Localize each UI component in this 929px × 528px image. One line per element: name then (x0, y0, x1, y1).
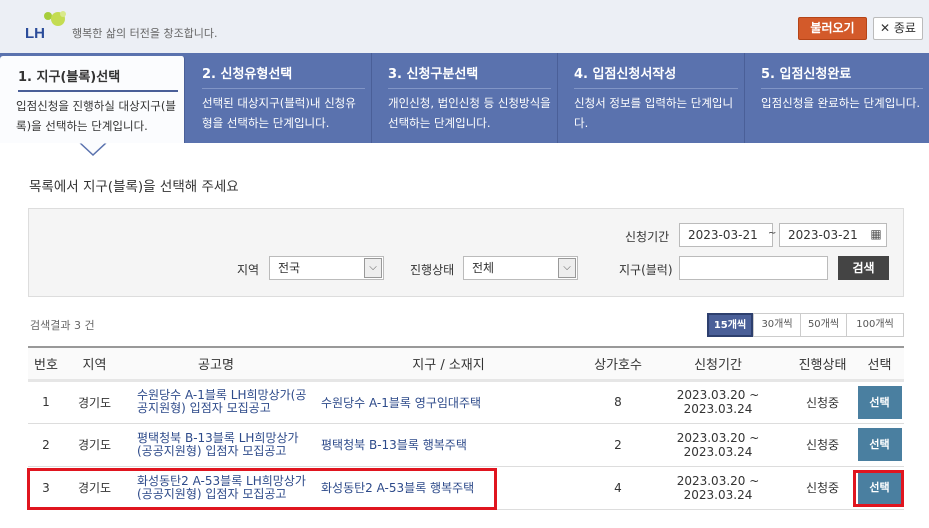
row-title-link[interactable]: 평택청북 B-13블록 LH희망상가(공공지원형) 입점자 모집공고 (125, 423, 307, 467)
row-address: 평택청북 B-13블록 행복주택 (307, 423, 590, 467)
page-size-100[interactable]: 100개씩 (846, 313, 904, 337)
search-panel (28, 208, 904, 297)
region-select[interactable]: 전국 ⌵ (269, 256, 384, 280)
step-desc: 입점신청을 진행하실 대상지구(블록)을 선택하는 단계입니다. (16, 99, 176, 133)
step-desc: 선택된 대상지구(블럭)내 신청유형을 선택하는 단계입니다. (202, 96, 356, 130)
row-address: 화성동탄2 A-53블록 행복주택 (307, 466, 590, 510)
row-units: 2 (590, 423, 646, 467)
select-button[interactable]: 선택 (857, 428, 902, 461)
calendar-icon[interactable]: ▦ (870, 227, 882, 241)
row-units: 8 (590, 380, 646, 424)
row-region: 경기도 (64, 380, 125, 424)
load-button[interactable]: 불러오기 (798, 17, 867, 40)
district-input[interactable] (679, 256, 828, 280)
step-desc: 신청서 정보를 입력하는 단계입니다. (574, 96, 734, 130)
page-size-30[interactable]: 30개씩 (753, 313, 801, 337)
row-period: 2023.03.20 ~ 2023.03.24 (646, 423, 790, 467)
row-region: 경기도 (64, 423, 125, 467)
step-title: 2. 신청유형선택 (202, 63, 365, 89)
chevron-down-icon: ⌵ (558, 258, 576, 278)
search-button[interactable]: 검색 (838, 256, 889, 280)
select-button[interactable]: 선택 (857, 471, 902, 504)
step-title: 5. 입점신청완료 (761, 63, 923, 89)
page-subtitle: 목록에서 지구(블록)을 선택해 주세요 (29, 179, 239, 195)
region-label: 지역 (237, 263, 260, 277)
col-address: 지구 / 소재지 (307, 346, 590, 382)
col-select: 선택 (855, 346, 904, 382)
slogan: 행복한 삶의 터전을 창조합니다. (72, 27, 218, 40)
col-period: 신청기간 (646, 346, 790, 382)
result-count: 검색결과 3 건 (30, 319, 95, 332)
step-desc: 개인신청, 법인신청 등 신청방식을 선택하는 단계입니다. (388, 96, 551, 130)
col-no: 번호 (28, 346, 64, 382)
date-to-input[interactable]: 2023-03-21 ▦ (779, 223, 887, 247)
col-region: 지역 (64, 346, 125, 382)
step-title: 3. 신청구분선택 (388, 63, 551, 89)
active-step-pointer (78, 142, 108, 157)
close-button[interactable]: ✕ 종료 (873, 17, 923, 40)
date-to-value: 2023-03-21 (788, 228, 858, 242)
col-status: 진행상태 (790, 346, 855, 382)
table-header: 번호 지역 공고명 지구 / 소재지 상가호수 신청기간 진행상태 선택 (28, 346, 904, 382)
row-title-link[interactable]: 화성동탄2 A-53블록 LH희망상가(공공지원형) 입점자 모집공고 (125, 466, 307, 510)
row-no: 3 (28, 466, 64, 510)
status-label: 진행상태 (410, 263, 455, 277)
highlight-row-box (27, 468, 497, 510)
header: LH 행복한 삶의 터전을 창조합니다. 불러오기 ✕ 종료 (0, 0, 929, 53)
row-period: 2023.03.20 ~ 2023.03.24 (646, 380, 790, 424)
row-no: 1 (28, 380, 64, 424)
row-status: 신청중 (790, 423, 855, 467)
row-no: 2 (28, 423, 64, 467)
date-separator: ~ (768, 228, 777, 239)
row-region: 경기도 (64, 466, 125, 510)
region-value: 전국 (278, 261, 301, 275)
period-label: 신청기간 (625, 230, 670, 244)
lh-logo: LH (25, 11, 66, 40)
row-period: 2023.03.20 ~ 2023.03.24 (646, 466, 790, 510)
row-title-link[interactable]: 수원당수 A-1블록 LH희망상가(공공지원형) 입점자 모집공고 (125, 380, 307, 424)
district-label: 지구(블럭) (619, 263, 673, 277)
step-title: 4. 입점신청서작성 (574, 63, 738, 89)
svg-text:LH: LH (25, 25, 45, 40)
status-value: 전체 (472, 261, 495, 275)
row-address: 수원당수 A-1블록 영구임대주택 (307, 380, 590, 424)
chevron-down-icon: ⌵ (364, 258, 382, 278)
row-status: 신청중 (790, 380, 855, 424)
step-desc: 입점신청을 완료하는 단계입니다. (761, 96, 921, 110)
row-status: 신청중 (790, 466, 855, 510)
row-units: 4 (590, 466, 646, 510)
table-row: 3 경기도 화성동탄2 A-53블록 LH희망상가(공공지원형) 입점자 모집공… (28, 466, 904, 510)
highlight-select-box (853, 470, 904, 507)
date-from-input[interactable]: 2023-03-21 (679, 223, 773, 247)
select-button[interactable]: 선택 (857, 385, 902, 419)
status-select[interactable]: 전체 ⌵ (463, 256, 578, 280)
table-row: 2 경기도 평택청북 B-13블록 LH희망상가(공공지원형) 입점자 모집공고… (28, 423, 904, 467)
page-size-50[interactable]: 50개씩 (800, 313, 847, 337)
results-table: 번호 지역 공고명 지구 / 소재지 상가호수 신청기간 진행상태 선택 1 경… (28, 346, 904, 510)
step-title: 1. 지구(블록)선택 (18, 66, 178, 92)
col-title: 공고명 (125, 346, 307, 382)
table-row: 1 경기도 수원당수 A-1블록 LH희망상가(공공지원형) 입점자 모집공고 … (28, 380, 904, 424)
col-units: 상가호수 (590, 346, 646, 382)
page-size-15[interactable]: 15개씩 (707, 313, 753, 337)
